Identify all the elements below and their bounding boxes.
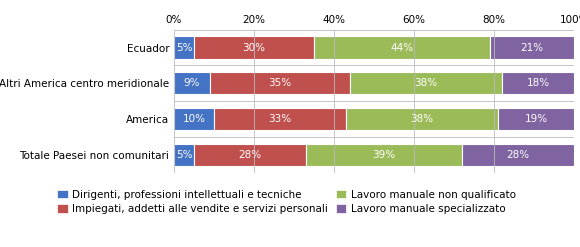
Bar: [314, 37, 490, 59]
Text: 35%: 35%: [269, 78, 292, 88]
Text: 33%: 33%: [269, 114, 292, 124]
Bar: [214, 108, 346, 130]
Bar: [502, 72, 574, 94]
Text: 9%: 9%: [184, 78, 200, 88]
Text: 39%: 39%: [372, 150, 396, 160]
Bar: [490, 37, 574, 59]
Bar: [174, 108, 214, 130]
Text: 10%: 10%: [183, 114, 205, 124]
Bar: [306, 144, 462, 166]
Bar: [350, 72, 502, 94]
Text: 28%: 28%: [506, 150, 530, 160]
Text: 38%: 38%: [415, 78, 438, 88]
Text: 38%: 38%: [411, 114, 434, 124]
Bar: [194, 144, 306, 166]
Bar: [498, 108, 574, 130]
Text: 5%: 5%: [176, 42, 192, 53]
Bar: [210, 72, 350, 94]
Bar: [462, 144, 574, 166]
Legend: Dirigenti, professioni intellettuali e tecniche, Impiegati, addetti alle vendite: Dirigenti, professioni intellettuali e t…: [57, 189, 516, 214]
Bar: [194, 37, 314, 59]
Text: 19%: 19%: [525, 114, 548, 124]
Text: 21%: 21%: [521, 42, 543, 53]
Text: 44%: 44%: [390, 42, 414, 53]
Bar: [346, 108, 498, 130]
Text: 28%: 28%: [238, 150, 262, 160]
Bar: [174, 72, 210, 94]
Bar: [174, 37, 194, 59]
Text: 18%: 18%: [527, 78, 550, 88]
Text: 5%: 5%: [176, 150, 192, 160]
Text: 30%: 30%: [242, 42, 266, 53]
Bar: [174, 144, 194, 166]
